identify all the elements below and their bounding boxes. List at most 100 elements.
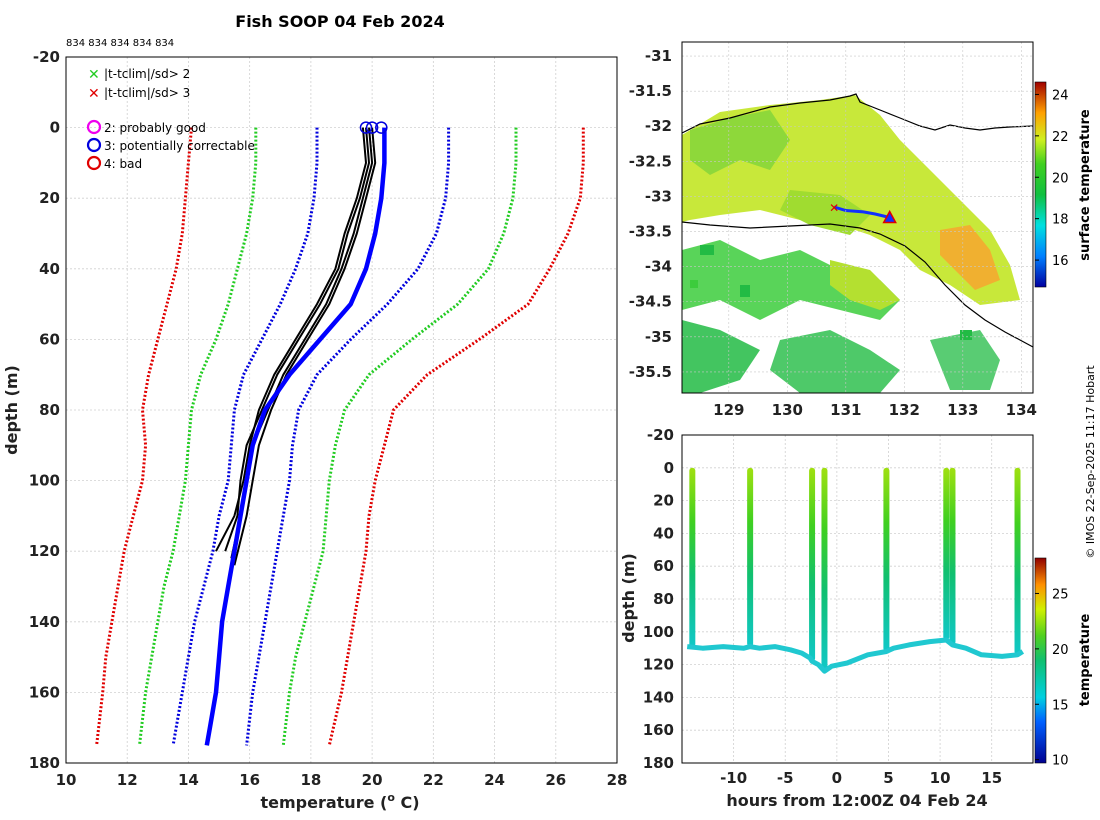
section-colorbar [1034, 557, 1047, 764]
map-frame [681, 41, 1034, 394]
map-ytick-label: -32 [645, 117, 672, 135]
profile-xtick-label: 10 [56, 771, 77, 789]
section-xtick-label: 0 [832, 769, 842, 787]
section-xlabel: hours from 12:00Z 04 Feb 24 [726, 791, 987, 810]
section-cbar-tick-label: 10 [1052, 754, 1069, 769]
profile-line-drop-1 [224, 127, 370, 552]
section-ylabel: depth (m) [619, 553, 638, 643]
section-xtick-label: -5 [777, 769, 794, 787]
section-ytick-label: 120 [643, 656, 674, 674]
sst-patch-south-3 [770, 330, 900, 393]
profile-xtick-label: 26 [545, 771, 566, 789]
legend-circle-magenta [86, 119, 102, 135]
section-ytick-label: 0 [664, 459, 674, 477]
map-colorbar-label: surface temperature [1078, 109, 1093, 261]
profile-grid [65, 56, 618, 764]
map-ytick-label: -35.5 [629, 363, 672, 381]
section-ytick-label: 80 [653, 590, 674, 608]
profile-ytick-label: 100 [29, 472, 60, 490]
profile-line-drop-3 [233, 127, 377, 566]
credit-text: © IMOS 22-Sep-2025 11:17 Hobart [1084, 365, 1097, 559]
map-cbar-tick-label: 24 [1052, 88, 1069, 103]
profile-ytick-label: 60 [39, 330, 60, 348]
profile-xtick-label: 14 [178, 771, 199, 789]
profile-line-clim-3sd [327, 127, 585, 746]
section-cast [949, 467, 956, 645]
map-colorbar [1034, 81, 1047, 288]
section-colorbar-label: temperature [1078, 614, 1093, 707]
map-cbar-tick-label: 18 [1052, 213, 1069, 228]
section-ytick-label: 140 [643, 688, 674, 706]
map-xtick-label: 133 [947, 401, 978, 419]
section-cast [883, 467, 890, 652]
map-ytick-label: -34 [645, 258, 672, 276]
section-cast [809, 467, 816, 662]
legend-qc-2: 2: probably good [104, 121, 206, 135]
profile-ylabel: depth (m) [2, 365, 21, 455]
section-ytick-label: 100 [643, 623, 674, 641]
map-ytick-label: -33.5 [629, 223, 672, 241]
map-cbar-tick-label: 22 [1052, 130, 1069, 145]
section-ytick-label: -20 [647, 426, 674, 444]
profile-ytick-label: 160 [29, 683, 60, 701]
map-colorbar-ticks: 16 18 20 22 24 [1035, 88, 1069, 269]
profile-line-drop-5-flagged- [204, 127, 387, 746]
profile-line-drop-4 [215, 127, 367, 552]
sst-patch-mid [780, 190, 870, 235]
map-xtick-label: 130 [772, 401, 803, 419]
shelf-break-line [681, 221, 1034, 348]
section-casts [689, 467, 1021, 672]
profile-line-clim-2sd [281, 127, 518, 746]
section-xtick-label: -10 [720, 769, 747, 787]
section-cast [747, 467, 754, 647]
sst-patch-offshore [830, 260, 900, 310]
profile-line-clim-3sd [95, 127, 193, 746]
flag-legend: ✕ |t-tclim|/sd> 2 ✕ |t-tclim|/sd> 3 2: p… [86, 67, 255, 171]
section-cbar-tick-label: 15 [1052, 698, 1069, 713]
section-grid [682, 434, 1033, 764]
map-panel: ✕ 129 130 131 132 133 134 -31 -31.5 -32 -32.5 -33 -… [629, 41, 1037, 419]
map-ytick-label: -31.5 [629, 82, 672, 100]
profile-ytick-label: 80 [39, 401, 60, 419]
map-ticks: 129 130 131 132 133 134 -31 -31.5 -32 -32.5 -33 -33… [629, 47, 1037, 419]
profile-xtick-label: 22 [423, 771, 444, 789]
map-xtick-label: 134 [1006, 401, 1037, 419]
map-ytick-label: -34.5 [629, 293, 672, 311]
profile-axes-frame [65, 56, 618, 764]
profile-xtick-label: 16 [239, 771, 260, 789]
sst-speck-4 [960, 330, 972, 340]
section-bottom-line [686, 637, 1025, 674]
section-panel: -10 -5 0 5 10 15 -20 0 20 40 60 80 100 120 140 160 180 [643, 426, 1034, 787]
qc-marker [359, 121, 373, 134]
section-ticks: -10 -5 0 5 10 15 -20 0 20 40 60 80 100 120 140 160 180 [643, 426, 1002, 787]
section-cast [1014, 467, 1021, 655]
section-ytick-label: 60 [653, 557, 674, 575]
sst-speck-2 [740, 285, 750, 297]
section-ytick-label: 180 [643, 754, 674, 772]
profile-ytick-label: -20 [33, 48, 60, 66]
profile-xtick-label: 24 [484, 771, 505, 789]
section-cbar-tick-label: 25 [1052, 587, 1069, 602]
section-cast [943, 467, 950, 640]
profile-line-clim-1sd [171, 127, 319, 746]
section-cbar-tick-label: 20 [1052, 643, 1069, 658]
map-ytick-label: -31 [645, 47, 672, 65]
profile-ytick-label: 0 [50, 119, 60, 137]
legend-x-green: ✕ [88, 67, 100, 83]
section-xtick-label: 5 [883, 769, 893, 787]
sst-patch-south-4 [930, 330, 1000, 390]
map-cbar-tick-label: 20 [1052, 171, 1069, 186]
legend-x-red: ✕ [88, 86, 100, 102]
profile-xtick-label: 20 [362, 771, 383, 789]
profile-ytick-label: 180 [29, 754, 60, 772]
profile-xtick-label: 18 [300, 771, 321, 789]
profile-series [95, 121, 585, 746]
ship-track-marks: ✕ [829, 201, 897, 224]
map-xtick-label: 132 [889, 401, 920, 419]
track-flag-marker: ✕ [829, 201, 839, 215]
section-xtick-label: 15 [981, 769, 1002, 787]
sst-speck-3 [690, 280, 698, 288]
map-ytick-label: -33 [645, 187, 672, 205]
legend-circle-red [86, 155, 102, 171]
